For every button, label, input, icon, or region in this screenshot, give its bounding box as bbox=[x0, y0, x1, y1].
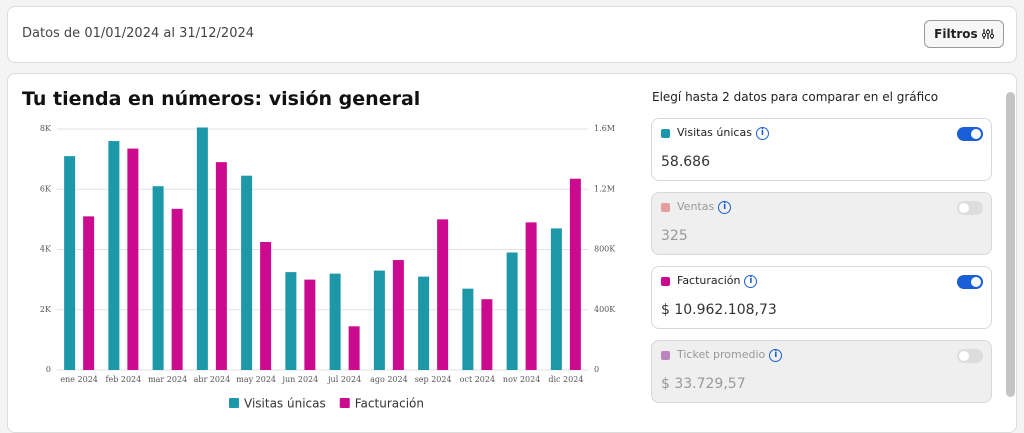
date-range: Datos de 01/01/2024 al 31/12/2024 bbox=[22, 26, 255, 41]
metric-label: Ventas bbox=[677, 200, 715, 213]
metric-card[interactable]: Ticket promedio i $ 33.729,57 bbox=[651, 340, 992, 403]
bar bbox=[462, 288, 474, 370]
bar bbox=[285, 272, 297, 370]
info-icon[interactable]: i bbox=[744, 274, 758, 288]
bar bbox=[215, 162, 227, 370]
y-tick-label: 4K bbox=[40, 245, 52, 254]
x-tick-label: jun 2024 bbox=[282, 375, 319, 384]
bar bbox=[171, 208, 183, 370]
x-tick-label: dic 2024 bbox=[548, 375, 583, 384]
bar bbox=[550, 228, 562, 370]
chart: 0 2K 4K 6K 8K 0 400K 800K 1.2M 1.6M ene 2024 feb 20… bbox=[40, 124, 616, 411]
info-icon[interactable]: i bbox=[718, 200, 732, 214]
y-tick-label: 2K bbox=[40, 305, 52, 314]
info-icon[interactable]: i bbox=[755, 126, 769, 140]
metric-swatch bbox=[661, 351, 670, 360]
metric-name: Ticket promedio i bbox=[677, 348, 783, 362]
metric-value: 325 bbox=[661, 228, 688, 244]
x-tick-label: mar 2024 bbox=[148, 375, 187, 384]
metric-value: $ 33.729,57 bbox=[661, 376, 746, 392]
y-tick-label: 6K bbox=[40, 184, 52, 193]
metric-toggle[interactable] bbox=[957, 201, 983, 215]
bar bbox=[329, 273, 341, 370]
metric-label: Ticket promedio bbox=[677, 348, 766, 361]
x-tick-label: ene 2024 bbox=[60, 375, 98, 384]
bar bbox=[108, 141, 120, 370]
panel-heading: Elegí hasta 2 datos para comparar en el … bbox=[652, 90, 939, 104]
bar bbox=[152, 186, 164, 370]
metric-value: $ 10.962.108,73 bbox=[661, 302, 777, 318]
legend-label: Facturación bbox=[355, 397, 424, 411]
metric-card[interactable]: Facturación i $ 10.962.108,73 bbox=[651, 266, 992, 329]
filter-icon bbox=[981, 29, 994, 39]
bar bbox=[196, 127, 208, 371]
metric-name: Ventas i bbox=[677, 200, 732, 214]
metric-label: Visitas únicas bbox=[677, 126, 752, 139]
metric-swatch bbox=[661, 277, 670, 286]
bar bbox=[348, 326, 360, 370]
y2-tick-label: 400K bbox=[594, 305, 616, 314]
page: Datos de 01/01/2024 al 31/12/2024 Filtro… bbox=[7, 6, 1017, 433]
metric-swatch bbox=[661, 129, 670, 138]
x-tick-label: abr 2024 bbox=[194, 375, 231, 384]
metric-label: Facturación bbox=[677, 274, 741, 287]
x-tick-label: jul 2024 bbox=[327, 375, 361, 384]
bar bbox=[506, 252, 518, 370]
x-tick-label: ago 2024 bbox=[370, 375, 408, 384]
bar bbox=[373, 270, 385, 370]
y-tick-label: 0 bbox=[46, 365, 51, 374]
legend-swatch bbox=[229, 398, 239, 408]
metric-toggle[interactable] bbox=[957, 127, 983, 141]
info-icon[interactable]: i bbox=[769, 348, 783, 362]
bar bbox=[481, 299, 493, 370]
filter-label[interactable]: Filtros bbox=[934, 27, 978, 41]
y2-tick-label: 0 bbox=[594, 365, 599, 374]
bar bbox=[127, 148, 139, 370]
x-tick-label: feb 2024 bbox=[106, 375, 142, 384]
metric-card[interactable]: Visitas únicas i 58.686 bbox=[651, 118, 992, 181]
metric-name: Visitas únicas i bbox=[677, 126, 769, 140]
bar bbox=[392, 260, 404, 370]
y2-tick-label: 800K bbox=[594, 245, 616, 254]
x-tick-label: sep 2024 bbox=[415, 375, 452, 384]
y-tick-label: 8K bbox=[40, 124, 52, 133]
metric-toggle[interactable] bbox=[957, 349, 983, 363]
filter-button[interactable]: Filtros bbox=[924, 20, 1004, 48]
metric-value: 58.686 bbox=[661, 154, 710, 170]
chart-title: Tu tienda en números: visión general bbox=[22, 88, 421, 110]
scrollbar[interactable] bbox=[1006, 92, 1015, 397]
x-tick-label: nov 2024 bbox=[503, 375, 540, 384]
x-tick-label: may 2024 bbox=[236, 375, 276, 384]
metric-name: Facturación i bbox=[677, 274, 758, 288]
legend-swatch bbox=[339, 398, 350, 408]
metric-toggle[interactable] bbox=[957, 275, 983, 289]
x-tick-label: oct 2024 bbox=[460, 375, 495, 384]
bar bbox=[418, 276, 430, 370]
legend-label: Visitas únicas bbox=[244, 397, 326, 411]
bar bbox=[241, 175, 253, 370]
y2-tick-label: 1.2M bbox=[594, 184, 615, 193]
bar bbox=[260, 241, 272, 370]
metric-swatch bbox=[661, 203, 670, 212]
bar bbox=[437, 219, 449, 370]
bar bbox=[525, 222, 537, 370]
bar bbox=[64, 156, 76, 370]
bar bbox=[83, 216, 95, 370]
bar bbox=[304, 279, 316, 370]
y2-tick-label: 1.6M bbox=[594, 124, 615, 133]
bar bbox=[569, 178, 581, 370]
date-bar: Datos de 01/01/2024 al 31/12/2024 Filtro… bbox=[7, 6, 1017, 63]
metric-card[interactable]: Ventas i 325 bbox=[651, 192, 992, 255]
